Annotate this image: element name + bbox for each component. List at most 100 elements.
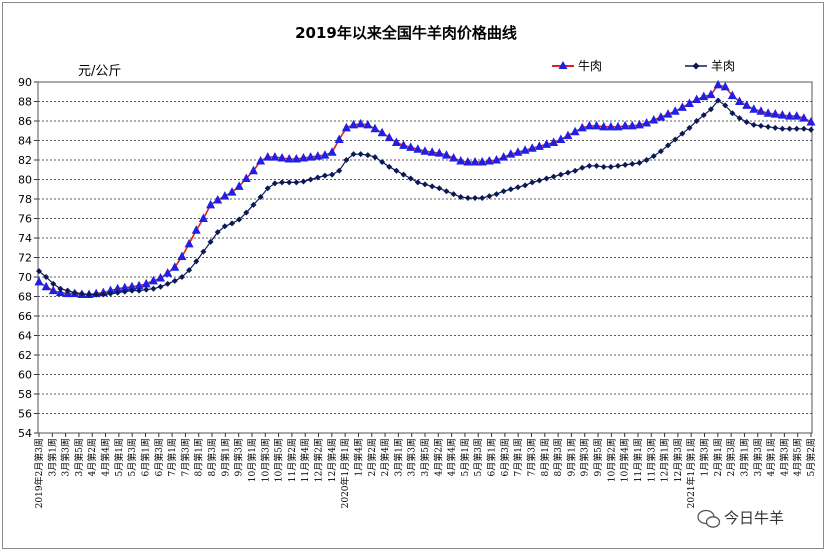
data-point-diamond [93, 291, 100, 298]
y-tick-label: 72 [18, 252, 32, 265]
data-point-triangle [584, 120, 594, 130]
data-point-diamond [100, 291, 107, 298]
data-point-diamond [214, 229, 221, 236]
data-point-triangle [420, 146, 430, 155]
data-point-diamond [622, 161, 629, 168]
data-point-diamond [493, 191, 500, 198]
data-point-triangle [506, 149, 516, 158]
y-tick-label: 86 [18, 115, 32, 128]
data-point-triangle [735, 96, 745, 105]
x-tick-label: 4月第1周 [765, 438, 777, 476]
data-point-triangle [463, 156, 473, 166]
data-point-diamond [672, 136, 679, 143]
data-point-diamond [615, 162, 621, 169]
y-tick-label: 80 [18, 174, 32, 187]
x-tick-label: 7月第3周 [525, 438, 537, 476]
chart-legend: 牛肉 羊肉 [552, 58, 735, 73]
data-point-diamond [522, 182, 529, 189]
data-point-diamond [479, 195, 486, 202]
y-tick-label: 78 [18, 193, 32, 206]
data-point-diamond [293, 179, 300, 186]
data-point-diamond [736, 115, 743, 122]
data-point-triangle [356, 118, 366, 128]
legend-mutton-label: 羊肉 [711, 58, 735, 73]
data-point-diamond [150, 285, 157, 292]
y-tick-label: 70 [18, 271, 32, 284]
x-tick-label: 3月第3周 [60, 438, 72, 476]
x-tick-label: 2月第2周 [366, 438, 378, 476]
x-tick-label: 4月第5周 [792, 438, 804, 476]
data-point-diamond [264, 185, 271, 192]
data-point-diamond [636, 159, 643, 166]
data-point-diamond [586, 162, 593, 169]
data-point-diamond [121, 288, 128, 295]
data-point-diamond [514, 184, 521, 191]
x-tick-label: 6月第3周 [499, 438, 511, 476]
legend-beef-label: 牛肉 [578, 58, 602, 73]
data-point-triangle [542, 139, 552, 148]
data-point-diamond [464, 195, 471, 202]
x-tick-label: 3月第1周 [738, 438, 750, 476]
data-point-diamond [50, 280, 57, 287]
data-point-triangle [284, 154, 294, 163]
data-point-diamond [657, 148, 664, 155]
x-tick-label: 5月第3周 [126, 438, 138, 476]
y-axis-unit-label: 元/公斤 [78, 64, 121, 79]
x-tick-label: 5月第2周 [805, 438, 817, 476]
data-point-diamond [743, 118, 750, 125]
x-tick-label: 9月第5周 [592, 438, 604, 476]
data-point-triangle [391, 137, 401, 146]
data-point-diamond [457, 194, 464, 201]
x-tick-label: 8月第3周 [552, 438, 564, 476]
y-tick-label: 64 [18, 330, 32, 343]
data-point-diamond [386, 163, 393, 170]
series-layer [34, 79, 816, 299]
data-point-triangle [320, 150, 330, 159]
data-point-triangle [256, 155, 266, 165]
data-point-diamond [57, 285, 64, 292]
data-point-triangle [684, 98, 694, 107]
data-point-triangle [692, 94, 702, 104]
data-point-diamond [300, 178, 307, 185]
data-point-triangle [248, 165, 258, 175]
y-tick-label: 56 [18, 408, 32, 421]
data-point-diamond [593, 162, 600, 169]
x-tick-label: 3月第3周 [406, 438, 418, 476]
x-tick-label: 4月第2周 [432, 438, 444, 476]
data-point-triangle [763, 108, 773, 117]
data-point-diamond [414, 179, 421, 186]
data-point-triangle [206, 199, 216, 209]
y-tick-label: 90 [18, 76, 32, 89]
data-point-triangle [427, 147, 437, 156]
data-point-triangle [477, 156, 487, 166]
data-point-triangle [599, 121, 609, 131]
data-point-diamond [422, 181, 428, 188]
data-point-diamond [436, 185, 443, 192]
y-tick-label: 68 [18, 291, 32, 304]
grid-lines [38, 81, 812, 434]
data-point-diamond [379, 158, 386, 165]
data-point-diamond [450, 191, 457, 198]
data-point-triangle [792, 111, 802, 120]
data-point-diamond [572, 167, 579, 174]
data-point-triangle [534, 141, 544, 150]
x-tick-label: 10月第5周 [273, 438, 285, 482]
x-tick-label: 11月第4周 [299, 438, 311, 482]
data-point-diamond [772, 124, 779, 131]
data-point-triangle [227, 187, 237, 196]
data-point-triangle [220, 191, 230, 200]
data-point-triangle [770, 109, 780, 118]
data-point-diamond [800, 125, 807, 132]
data-point-diamond [178, 274, 185, 280]
data-point-triangle [613, 121, 623, 131]
y-tick-label: 54 [18, 427, 32, 440]
series-line [38, 99, 812, 296]
y-tick-label: 82 [18, 154, 32, 167]
data-point-triangle [627, 120, 637, 130]
x-tick-label: 12月第4周 [326, 438, 338, 482]
x-tick-label: 3月第1周 [46, 438, 58, 476]
x-tick-label: 12月第1周 [659, 438, 671, 482]
y-tick-label: 60 [18, 369, 32, 382]
data-point-triangle [456, 155, 466, 165]
